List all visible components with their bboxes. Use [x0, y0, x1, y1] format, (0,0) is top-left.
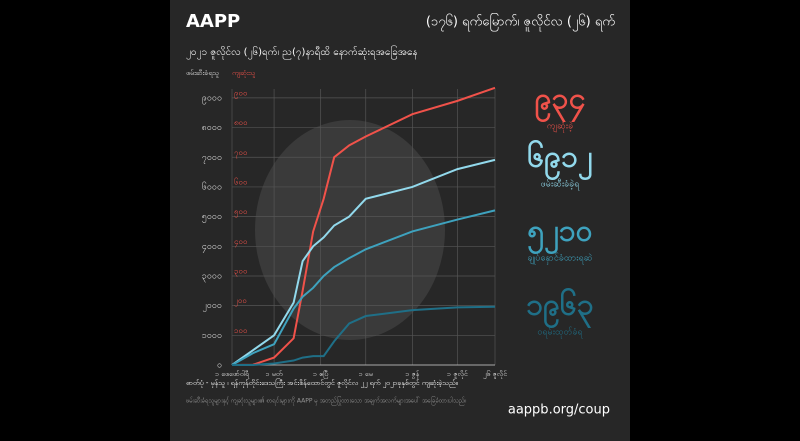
y-tick-label: ၇၀၀၀ [202, 153, 222, 164]
footnote: ဖမ်းဆီးခံရသူများနှင့် ကျဆုံးသူများ၏ စာရင… [186, 396, 467, 406]
y2-tick-label: ၈၀၀ [234, 118, 248, 127]
y2-label: ကျဆုံးသူ [232, 69, 256, 78]
y2-tick-label: ၂၀၀ [234, 296, 247, 307]
series-line [232, 305, 496, 366]
y-tick-label: ၆၀၀၀ [202, 181, 222, 192]
x-tick-label: ၁ ဇူလိုင် [447, 370, 468, 379]
y-tick-label: ၅၀၀၀ [202, 212, 222, 223]
y-tick-label: ၈၀၀၀ [202, 123, 222, 133]
x-tick-label: ၁ ဧပြီ [313, 370, 328, 379]
y-tick-label: ၂၀၀၀ [202, 301, 222, 312]
day-title: (၁၇၆) ရက်မြောက်၊ ဇူလိုင်လ (၂၆) ရက် [426, 13, 615, 32]
y2-tick-label: ၇၀၀ [234, 148, 248, 159]
legend-label: ကျဆုံးခဲ့ [547, 121, 573, 133]
x-tick-label: ၁ ဖေဖော်ဝါရီ [215, 370, 250, 379]
y2-tick-label: ၆၀၀ [234, 176, 248, 186]
legend-label: ချုပ်နှောင်ခံထားရဆဲ [528, 253, 593, 265]
y-tick-label: ၃၀၀၀ [202, 271, 222, 282]
photo-backdrop [255, 120, 445, 340]
total-label: ၁၉၆၃ [526, 286, 594, 330]
legend-label: ဝရမ်းထုတ်ခံရ [537, 327, 583, 339]
y2-tick-label: ၁၀၀ [234, 326, 248, 335]
y-tick-label: ၀ [217, 361, 222, 371]
x-tick-label: ၂၆ ဇူလိုင် [482, 370, 508, 379]
y2-tick-label: ၃၀၀ [234, 266, 248, 277]
y-tick-label: ၄၀၀၀ [202, 242, 222, 253]
y-tick-label: ၉၀၀၀ [202, 93, 222, 104]
photo-credit: ဓာတ်ပုံ - မှန်သူ ၊ ရန်ကုန်တိုင်းဒေသကြီး … [186, 378, 458, 388]
y-tick-label: ၁၀၀၀ [202, 331, 222, 341]
x-tick-label: ၁ မေ [359, 370, 373, 378]
total-label: ၆၉၁၂ [527, 138, 593, 182]
source-url: aappb.org/coup [508, 403, 610, 418]
series-line [231, 86, 496, 366]
series-line [231, 209, 496, 366]
x-tick-label: ၁ ဇွန် [405, 370, 420, 379]
legend-label: ဖမ်းဆီးခံခဲ့ရ [541, 179, 581, 191]
y2-tick-label: ၉၀၀ [234, 88, 248, 99]
series-line [231, 158, 496, 366]
x-tick-label: ၁ မတ် [266, 370, 284, 378]
y-label: ဖမ်းဆီးခံရသူ [186, 69, 219, 78]
y2-tick-label: ၄၀၀ [234, 237, 248, 248]
subtitle: ၂၀၂၁ ဇူလိုင်လ (၂၆)ရက်၊ ည(၇)နာရီထိ နောက်ဆ… [186, 44, 418, 60]
brand: AAPP [186, 11, 240, 32]
y2-tick-label: ၅၀၀ [234, 207, 248, 218]
